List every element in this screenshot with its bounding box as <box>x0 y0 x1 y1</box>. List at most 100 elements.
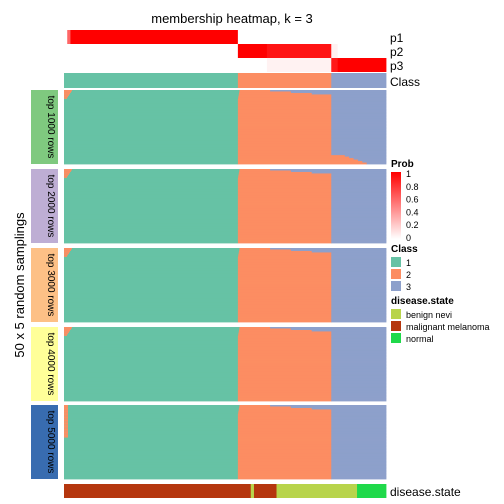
membership-cell-class-3 <box>331 352 387 355</box>
membership-cell-class-3 <box>331 444 387 447</box>
membership-cell-class-2 <box>237 177 332 180</box>
group-label-top-2000-rows: top 2000 rows <box>45 175 56 238</box>
membership-cell-class-2 <box>237 387 332 390</box>
membership-cell-class-3 <box>311 250 387 253</box>
membership-cell-class-1 <box>64 289 239 292</box>
membership-cell-class-1 <box>64 387 239 390</box>
group-label-top-3000-rows: top 3000 rows <box>45 254 56 317</box>
membership-cell-class-2 <box>237 131 332 134</box>
membership-cell-class-3 <box>331 265 387 268</box>
membership-cell-class-1 <box>64 317 239 320</box>
membership-cell-class-2 <box>237 421 332 424</box>
membership-cell-class-2 <box>237 219 332 222</box>
membership-cell-class-2 <box>237 144 332 147</box>
membership-cell-class-1 <box>64 267 239 270</box>
membership-cell-class-1 <box>64 107 239 110</box>
membership-cell-class-2 <box>237 307 332 310</box>
membership-cell-class-2 <box>237 419 332 422</box>
membership-cell-class-2 <box>237 381 332 384</box>
membership-speck <box>64 327 72 329</box>
membership-cell-class-1 <box>64 327 240 329</box>
membership-cell-class-1 <box>64 146 239 149</box>
membership-cell-class-1 <box>64 198 239 201</box>
membership-cell-class-1 <box>64 188 239 191</box>
membership-cell-class-2 <box>239 90 271 92</box>
membership-cell-class-2 <box>237 285 332 287</box>
membership-cell-class-2 <box>237 211 332 214</box>
membership-cell-class-1 <box>64 421 239 424</box>
membership-cell-class-2 <box>239 170 292 173</box>
membership-cell-class-1 <box>64 277 239 280</box>
membership-cell-class-1 <box>64 452 239 455</box>
membership-cell-class-3 <box>331 216 387 219</box>
membership-cell-class-2 <box>237 265 332 268</box>
membership-cell-class-1 <box>64 140 239 143</box>
p2-cell <box>64 44 239 58</box>
membership-cell-class-3 <box>311 407 387 410</box>
membership-cell-class-1 <box>64 174 239 177</box>
membership-cell-class-3 <box>331 437 387 440</box>
class-legend-swatch <box>391 257 401 267</box>
membership-cell-class-1 <box>64 258 239 261</box>
membership-cell-class-2 <box>237 216 332 219</box>
membership-cell-class-3 <box>331 455 387 458</box>
membership-cell-class-3 <box>331 255 387 258</box>
membership-cell-class-2 <box>237 362 332 365</box>
membership-cell-class-3 <box>290 328 387 331</box>
membership-cell-class-3 <box>331 316 387 318</box>
membership-cell-class-1 <box>64 255 239 258</box>
membership-cell-class-1 <box>64 287 239 290</box>
membership-cell-class-3 <box>311 171 387 174</box>
membership-cell-class-1 <box>64 311 239 314</box>
membership-cell-class-3 <box>331 95 387 98</box>
membership-cell-class-1 <box>64 189 239 192</box>
membership-speck <box>64 334 67 337</box>
membership-cell-class-3 <box>331 234 387 236</box>
membership-cell-class-1 <box>64 265 239 268</box>
membership-cell-class-3 <box>331 100 387 103</box>
membership-cell-class-1 <box>64 225 239 228</box>
membership-cell-class-1 <box>64 206 239 208</box>
membership-cell-class-1 <box>64 183 239 186</box>
membership-cell-class-1 <box>64 207 239 210</box>
membership-cell-class-2 <box>237 347 332 350</box>
class-cell <box>64 73 239 88</box>
membership-cell-class-2 <box>237 186 332 189</box>
membership-cell-class-1 <box>64 468 239 471</box>
membership-cell-class-3 <box>331 449 387 452</box>
membership-cell-class-3 <box>331 226 387 229</box>
membership-cell-class-2 <box>237 422 332 425</box>
membership-cell-class-1 <box>64 453 239 456</box>
membership-cell-class-3 <box>331 465 387 468</box>
membership-cell-class-3 <box>331 140 387 143</box>
membership-cell-class-2 <box>237 340 332 343</box>
membership-cell-class-2 <box>237 461 332 464</box>
membership-cell-class-3 <box>331 261 387 264</box>
membership-cell-class-1 <box>64 349 239 352</box>
membership-cell-class-2 <box>237 156 350 159</box>
membership-cell-class-3 <box>331 282 387 284</box>
membership-cell-class-2 <box>237 453 332 456</box>
membership-cell-class-3 <box>331 442 387 444</box>
disease-legend-label: malignant melanoma <box>406 322 490 332</box>
membership-cell-class-2 <box>237 369 332 372</box>
membership-cell-class-2 <box>237 434 332 437</box>
membership-cell-class-3 <box>331 287 387 290</box>
membership-cell-class-3 <box>331 319 387 321</box>
membership-cell-class-1 <box>64 395 239 397</box>
membership-cell-class-1 <box>64 304 239 307</box>
membership-cell-class-3 <box>331 271 387 274</box>
membership-cell-class-2 <box>237 182 332 185</box>
membership-cell-class-3 <box>331 430 387 433</box>
membership-cell-class-1 <box>64 204 239 207</box>
membership-cell-class-1 <box>64 340 239 343</box>
membership-cell-class-1 <box>64 138 239 141</box>
membership-cell-class-1 <box>64 240 239 242</box>
membership-cell-class-3 <box>331 231 387 234</box>
membership-cell-class-1 <box>64 134 239 137</box>
membership-cell-class-1 <box>64 477 239 480</box>
membership-cell-class-2 <box>237 386 332 389</box>
membership-cell-class-1 <box>64 235 239 238</box>
membership-cell-class-2 <box>237 350 332 353</box>
membership-cell-class-2 <box>237 308 332 311</box>
